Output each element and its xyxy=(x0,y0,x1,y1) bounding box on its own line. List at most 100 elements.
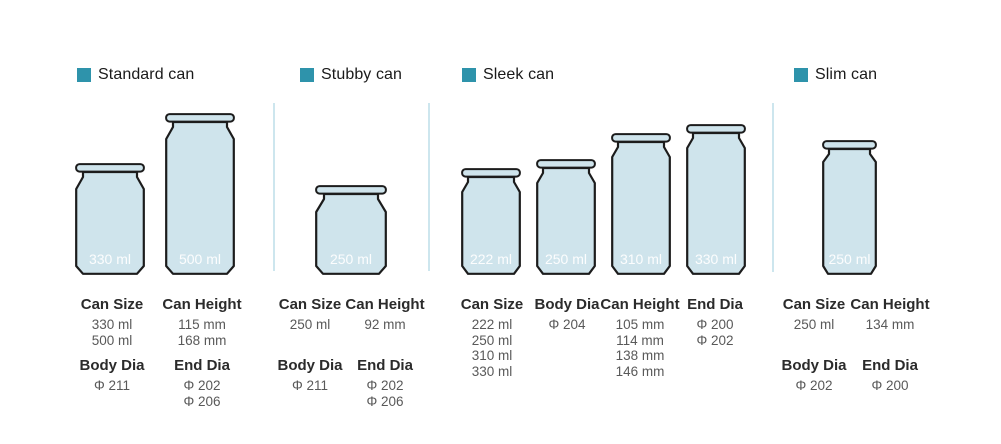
can-illustration: 500 ml xyxy=(165,113,235,275)
spec-header-can-height: Can Height xyxy=(162,296,242,313)
can-volume-label: 250 ml xyxy=(828,251,870,267)
section-separator xyxy=(273,103,275,271)
section-header-sleek: Sleek can xyxy=(462,66,554,84)
spec-value: Φ 211 xyxy=(93,378,131,393)
can-body xyxy=(165,120,235,275)
spec-header-body-dia: Body Dia xyxy=(534,296,600,313)
can-volume-label: 250 ml xyxy=(545,251,587,267)
legend-square-icon xyxy=(300,68,314,82)
spec-value: Φ 211 xyxy=(291,378,329,393)
can-volume-label: 222 ml xyxy=(470,251,512,267)
spec-value: 168 mm xyxy=(177,332,227,348)
spec-value: 330 ml xyxy=(471,363,513,379)
spec-value: 500 ml xyxy=(91,332,133,348)
spec-column-end-dia-standard: End Dia Φ 202 Φ 206 xyxy=(174,357,230,409)
can-shape: 330 ml xyxy=(75,163,145,275)
spec-value: Φ 200 xyxy=(696,317,734,332)
can-illustration: 310 ml xyxy=(611,133,671,275)
spec-header-body-dia: Body Dia xyxy=(277,357,343,374)
can-body xyxy=(611,140,671,275)
section-header-stubby: Stubby can xyxy=(300,66,402,84)
can-illustration: 250 ml xyxy=(822,140,877,275)
can-shape: 310 ml xyxy=(611,133,671,275)
spec-value: Φ 202 xyxy=(795,378,833,393)
spec-column-can-size-sleek: Can Size 222 ml 250 ml 310 ml 330 ml xyxy=(461,296,524,379)
can-volume-label: 330 ml xyxy=(89,251,131,267)
spec-header-can-size: Can Size xyxy=(80,296,144,313)
can-volume-label: 500 ml xyxy=(179,251,221,267)
spec-column-can-size-stubby: Can Size 250 ml xyxy=(279,296,342,333)
can-volume-label: 310 ml xyxy=(620,251,662,267)
can-lid xyxy=(461,168,521,178)
can-illustration: 222 ml xyxy=(461,168,521,275)
spec-header-can-height: Can Height xyxy=(345,296,425,313)
spec-value: 310 ml xyxy=(471,348,513,363)
spec-value: 92 mm xyxy=(364,317,406,332)
can-volume-label: 330 ml xyxy=(695,251,737,267)
section-separator xyxy=(772,103,774,272)
can-illustration: 330 ml xyxy=(75,163,145,275)
spec-value: 114 mm xyxy=(616,332,664,348)
spec-header-body-dia: Body Dia xyxy=(79,357,145,374)
spec-column-can-size-standard: Can Size 330 ml 500 ml xyxy=(81,296,144,348)
spec-value: Φ 206 xyxy=(183,393,221,409)
spec-value: Φ 202 xyxy=(366,378,404,393)
spec-value: 250 ml xyxy=(793,317,835,332)
spec-column-end-dia-slim: End Dia Φ 200 xyxy=(862,357,918,394)
spec-header-end-dia: End Dia xyxy=(174,357,230,374)
spec-column-body-dia-slim: Body Dia Φ 202 xyxy=(781,357,846,394)
spec-value: Φ 204 xyxy=(548,317,586,332)
section-title-sleek: Sleek can xyxy=(483,66,555,83)
section-separator xyxy=(428,103,430,271)
can-body xyxy=(536,166,596,275)
can-body xyxy=(315,192,387,275)
spec-header-body-dia: Body Dia xyxy=(781,357,847,374)
spec-column-can-height-slim: Can Height 134 mm xyxy=(850,296,929,333)
can-shape: 330 ml xyxy=(686,124,746,275)
spec-column-end-dia-sleek: End Dia Φ 200 Φ 202 xyxy=(687,296,743,348)
can-illustration: 330 ml xyxy=(686,124,746,275)
spec-value: 250 ml xyxy=(289,317,331,332)
spec-column-end-dia-stubby: End Dia Φ 202 Φ 206 xyxy=(357,357,413,409)
can-shape: 500 ml xyxy=(165,113,235,275)
spec-header-can-size: Can Size xyxy=(278,296,342,313)
can-lid xyxy=(822,140,877,150)
spec-value: 222 ml xyxy=(471,317,513,332)
spec-value: Φ 202 xyxy=(696,332,734,348)
legend-square-icon xyxy=(794,68,808,82)
spec-column-body-dia-sleek: Body Dia Φ 204 xyxy=(534,296,599,333)
spec-header-end-dia: End Dia xyxy=(357,357,413,374)
spec-value: 134 mm xyxy=(865,317,915,332)
spec-column-can-size-slim: Can Size 250 ml xyxy=(783,296,846,333)
can-lid xyxy=(536,159,596,169)
spec-value: 330 ml xyxy=(91,317,133,332)
can-illustration: 250 ml xyxy=(536,159,596,275)
can-shape: 222 ml xyxy=(461,168,521,275)
spec-column-can-height-sleek: Can Height 105 mm 114 mm 138 mm 146 mm xyxy=(600,296,679,379)
can-shape: 250 ml xyxy=(315,185,387,275)
can-body xyxy=(822,147,877,275)
spec-value: 138 mm xyxy=(615,348,665,363)
spec-value: 115 mm xyxy=(178,317,226,332)
spec-header-can-size: Can Size xyxy=(782,296,846,313)
section-header-slim: Slim can xyxy=(794,66,877,84)
spec-value: Φ 200 xyxy=(871,378,909,393)
spec-value: 250 ml xyxy=(471,332,513,348)
can-body xyxy=(686,131,746,275)
can-shape: 250 ml xyxy=(822,140,877,275)
can-volume-label: 250 ml xyxy=(330,251,372,267)
section-title-slim: Slim can xyxy=(815,66,878,83)
can-body xyxy=(75,170,145,275)
section-title-standard: Standard can xyxy=(98,66,195,83)
spec-column-body-dia-standard: Body Dia Φ 211 xyxy=(79,357,144,394)
spec-value: 146 mm xyxy=(615,363,665,379)
can-body xyxy=(461,175,521,275)
spec-column-can-height-standard: Can Height 115 mm 168 mm xyxy=(162,296,241,348)
legend-square-icon xyxy=(77,68,91,82)
spec-header-end-dia: End Dia xyxy=(687,296,743,313)
can-lid xyxy=(315,185,387,195)
section-header-standard: Standard can xyxy=(77,66,194,84)
legend-square-icon xyxy=(462,68,476,82)
spec-value: Φ 202 xyxy=(183,378,221,393)
